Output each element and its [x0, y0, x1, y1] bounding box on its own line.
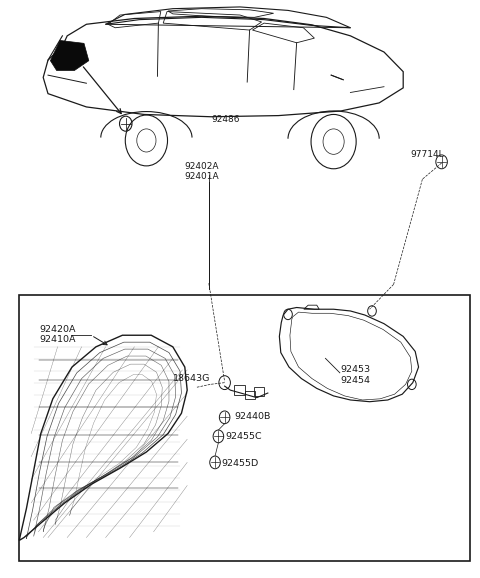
Text: 92420A: 92420A [39, 325, 76, 334]
Text: 92402A: 92402A [184, 162, 219, 171]
Text: 92401A: 92401A [184, 172, 219, 181]
Text: 92440B: 92440B [234, 412, 271, 421]
Text: 92453: 92453 [341, 365, 371, 375]
Text: 92455C: 92455C [226, 432, 262, 441]
Text: 92410A: 92410A [39, 335, 76, 344]
Text: 18643G: 18643G [173, 374, 210, 383]
Text: 92455D: 92455D [222, 459, 259, 468]
Text: 97714L: 97714L [410, 150, 444, 160]
Polygon shape [50, 40, 89, 71]
Text: 92486: 92486 [211, 115, 240, 124]
Text: 92454: 92454 [341, 376, 371, 385]
